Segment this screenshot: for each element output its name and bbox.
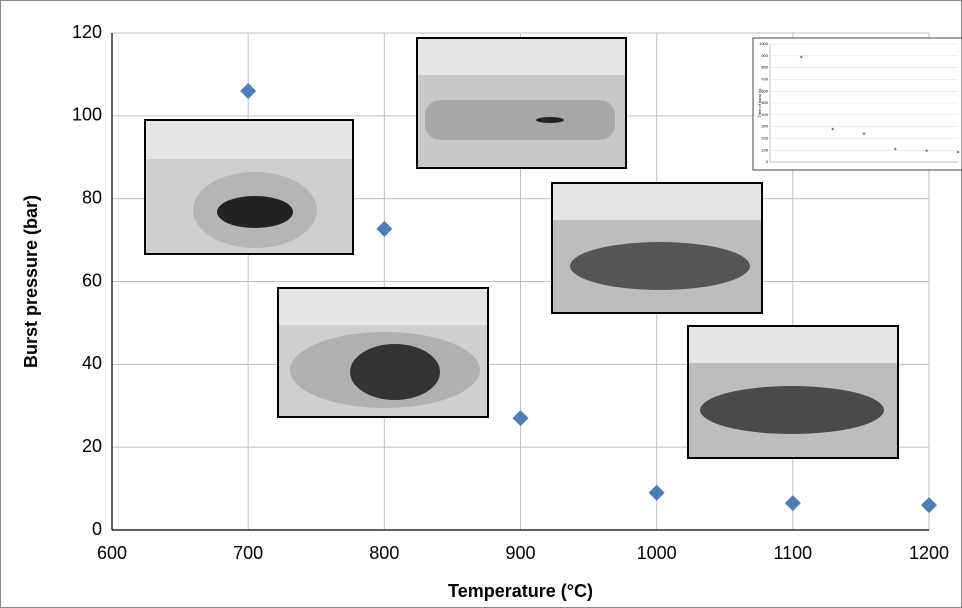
photo	[551, 182, 763, 314]
point	[862, 132, 866, 136]
y-tick-label: 500	[761, 100, 768, 105]
point	[831, 127, 835, 131]
y-tick-label: 120	[72, 22, 102, 42]
y-tick-label: 100	[72, 105, 102, 125]
y-tick-label: 900	[761, 53, 768, 58]
x-tick-label: 1100	[773, 543, 812, 563]
point	[893, 147, 897, 151]
point	[921, 497, 937, 514]
y-tick-label: 600	[761, 88, 768, 93]
y-tick-label: 300	[761, 124, 768, 129]
point	[648, 484, 665, 501]
x-tick-label: 900	[505, 543, 535, 563]
y-tick-label: 400	[761, 112, 768, 117]
y-tick-label: 800	[761, 65, 768, 70]
x-tick-label: 800	[369, 543, 399, 563]
photo	[687, 325, 899, 459]
photo	[416, 37, 627, 169]
y-tick-label: 1000	[759, 41, 769, 46]
y-tick-label: 60	[82, 270, 102, 290]
y-axis-title: Burst pressure (bar)	[21, 195, 41, 368]
x-tick-label: 1200	[909, 543, 949, 563]
y-tick-label: 100	[761, 147, 768, 152]
photo	[144, 119, 354, 255]
point	[925, 149, 929, 153]
y-tick-label: 700	[761, 76, 768, 81]
x-tick-label: 600	[97, 543, 127, 563]
x-tick-label: 1000	[637, 543, 677, 563]
y-axis-title: Time of burst (s)	[757, 88, 762, 118]
inset-frame	[752, 37, 962, 171]
y-tick-label: 20	[82, 436, 102, 456]
point	[799, 55, 803, 59]
y-tick-label: 80	[82, 187, 102, 207]
y-tick-label: 0	[766, 159, 769, 164]
photos	[144, 37, 962, 459]
y-tick-label: 200	[761, 135, 768, 140]
point	[956, 150, 960, 154]
y-tick-label: 40	[82, 353, 102, 373]
point	[784, 495, 801, 512]
y-tick-label: 0	[92, 519, 102, 539]
point	[240, 82, 257, 99]
x-axis-title: Temperature (°C)	[448, 581, 593, 601]
point	[376, 220, 393, 237]
photo	[277, 287, 489, 418]
x-tick-label: 700	[233, 543, 263, 563]
point	[512, 410, 529, 427]
